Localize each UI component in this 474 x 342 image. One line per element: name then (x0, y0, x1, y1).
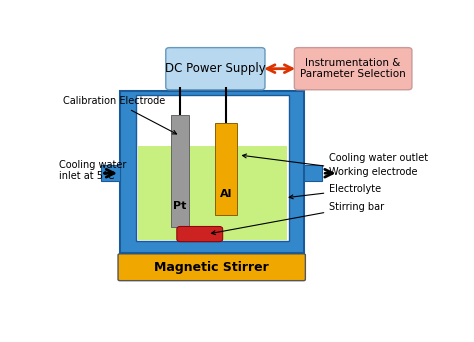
Bar (137, 95, 289, 241)
FancyBboxPatch shape (177, 226, 223, 242)
Text: Instrumentation &
Parameter Selection: Instrumentation & Parameter Selection (300, 58, 406, 79)
Text: Working electrode: Working electrode (243, 154, 418, 177)
Bar (171, 115, 189, 227)
FancyBboxPatch shape (118, 254, 305, 281)
Bar (138, 146, 287, 240)
Text: Al: Al (220, 189, 232, 199)
Text: DC Power Supply: DC Power Supply (165, 62, 266, 75)
Bar (215, 123, 237, 215)
Text: Cooling water outlet: Cooling water outlet (329, 153, 428, 163)
Bar (303, 165, 322, 181)
Text: Cooling water
inlet at 5°C: Cooling water inlet at 5°C (59, 160, 127, 181)
FancyBboxPatch shape (166, 48, 265, 90)
FancyBboxPatch shape (294, 48, 412, 90)
Text: Electrolyte: Electrolyte (289, 184, 382, 199)
Bar (120, 91, 303, 253)
Text: Stirring bar: Stirring bar (211, 201, 384, 235)
Text: Pt: Pt (173, 201, 187, 211)
Text: Calibration Electrode: Calibration Electrode (63, 96, 176, 134)
Bar (101, 165, 120, 181)
Text: Magnetic Stirrer: Magnetic Stirrer (155, 261, 269, 274)
